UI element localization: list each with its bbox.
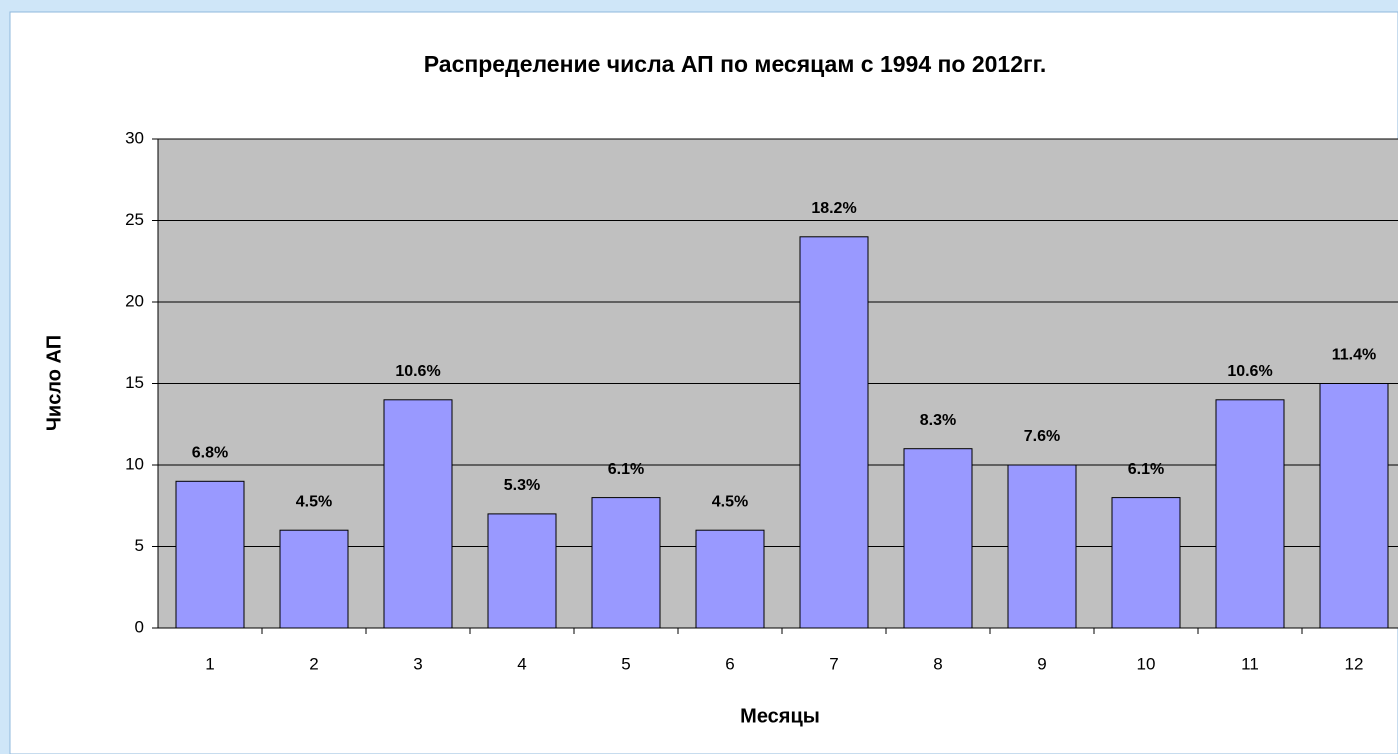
x-tick-label: 2 [309,654,318,673]
bar [1215,399,1285,629]
x-tick-label: 7 [829,654,838,673]
chart-title: Распределение числа АП по месяцам с 1994… [424,51,1047,77]
data-label: 10.6% [395,363,440,380]
x-tick-label: 4 [517,654,526,673]
x-tick-label: 10 [1137,654,1156,673]
y-tick-label: 0 [135,617,144,636]
y-tick-label: 30 [125,128,144,147]
data-label: 8.3% [920,412,956,429]
bar [175,480,245,629]
x-tick-label: 9 [1037,654,1046,673]
y-axis-label: Число АП [43,335,65,431]
data-label: 5.3% [504,477,540,494]
bar [903,448,973,629]
x-axis-label: Месяцы [740,705,820,727]
bar [279,529,349,629]
x-tick-label: 12 [1345,654,1364,673]
y-tick-label: 25 [125,210,144,229]
data-label: 6.8% [192,445,228,462]
bar [487,513,557,629]
bar [591,497,661,629]
x-tick-label: 5 [621,654,630,673]
y-tick-label: 15 [125,373,144,392]
bar [695,529,765,629]
data-label: 4.5% [712,493,748,510]
x-tick-label: 8 [933,654,942,673]
data-label: 7.6% [1024,428,1060,445]
data-label: 6.1% [608,461,644,478]
data-label: 11.4% [1332,347,1376,364]
data-label: 4.5% [296,493,332,510]
bar [1319,383,1389,629]
x-tick-label: 1 [205,654,214,673]
bar [799,236,869,629]
data-label: 6.1% [1128,461,1164,478]
bar [383,399,453,629]
data-label: 10.6% [1227,363,1272,380]
bar [1007,464,1077,629]
y-tick-label: 20 [125,291,144,310]
x-tick-label: 3 [413,654,422,673]
data-label: 18.2% [811,200,856,217]
x-tick-label: 11 [1241,654,1259,673]
y-tick-label: 5 [135,536,144,555]
y-tick-label: 10 [125,454,144,473]
x-tick-label: 6 [725,654,734,673]
bar [1111,497,1181,629]
